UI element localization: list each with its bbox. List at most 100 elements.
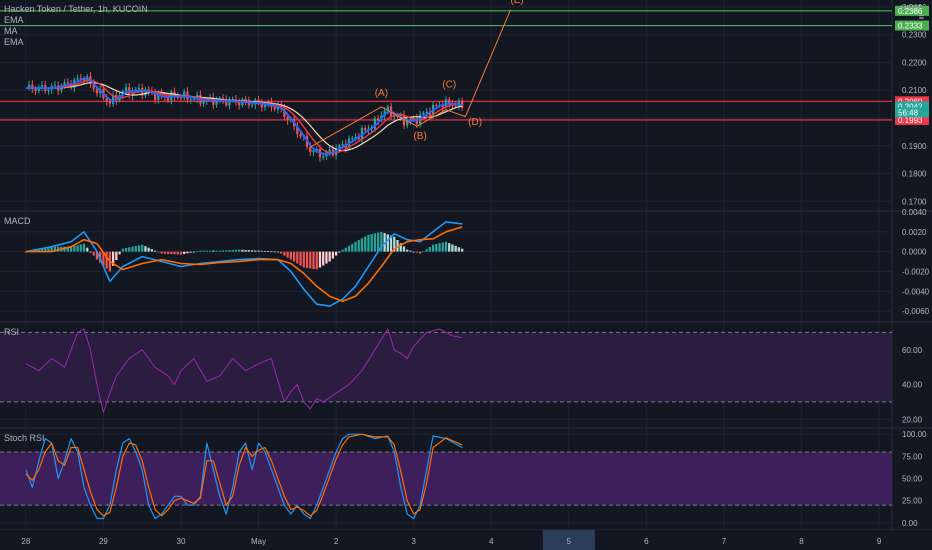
time-axis-label: 4 [489, 537, 494, 546]
candle-body [176, 96, 179, 98]
macd-histogram-bar [364, 236, 367, 252]
macd-histogram-bar [302, 251, 305, 268]
macd-histogram-bar [205, 250, 208, 252]
candle-body [399, 114, 402, 117]
macd-histogram-bar [328, 251, 331, 262]
macd-histogram-bar [315, 251, 318, 270]
candle-body [454, 105, 457, 107]
macd-histogram-bar [124, 248, 128, 252]
indicator-ma[interactable]: MA [4, 26, 18, 36]
candle-body [315, 148, 318, 151]
time-axis [0, 530, 932, 550]
price-axis-label: 0.1800 [902, 170, 927, 179]
macd-histogram-bar [231, 249, 234, 252]
macd-histogram-bar [238, 249, 241, 252]
candle-body [441, 104, 444, 108]
macd-histogram-bar [95, 251, 99, 260]
macd-histogram-bar [147, 247, 150, 252]
wave-label: (A) [375, 88, 388, 99]
macd-histogram-bar [221, 250, 225, 252]
candle-body [27, 84, 31, 89]
macd-histogram-bar [383, 233, 386, 252]
macd-histogram-bar [322, 251, 325, 266]
candle-body [141, 87, 144, 96]
macd-histogram-bar [373, 233, 377, 252]
candle-body [40, 85, 44, 87]
macd-histogram-bar [376, 232, 380, 252]
candle-body [457, 100, 461, 107]
stoch-k-line [25, 433, 463, 520]
time-axis-label: 28 [21, 537, 30, 546]
candle-body [215, 99, 218, 105]
candle-body [225, 99, 228, 106]
rsi-title[interactable]: RSI [4, 327, 20, 337]
stoch-rsi-title[interactable]: Stoch RSI [4, 433, 45, 443]
macd-histogram-bar [341, 249, 344, 252]
macd-histogram-bar [215, 250, 218, 252]
time-axis-label: 8 [799, 537, 804, 546]
rsi-line [25, 328, 463, 413]
candle-body [422, 113, 425, 115]
macd-histogram-bar [92, 251, 95, 256]
candle-body [338, 145, 341, 149]
macd-histogram-bar [276, 251, 280, 253]
macd-histogram-bar [76, 245, 79, 252]
macd-histogram-bar [360, 238, 364, 252]
candle-body [76, 78, 79, 80]
macd-histogram-bar [134, 246, 137, 252]
macd-title[interactable]: MACD [4, 216, 31, 226]
macd-histogram-bar [357, 239, 360, 252]
candle-body [263, 104, 267, 108]
macd-histogram-bar [292, 251, 296, 262]
macd-histogram-bar [189, 251, 192, 253]
candle-body [425, 111, 428, 114]
candle-body [144, 89, 147, 96]
macd-histogram-bar [196, 251, 199, 253]
macd-histogram-bar [393, 236, 396, 252]
macd-histogram-bar [257, 250, 260, 252]
price-tag-box [895, 114, 929, 125]
macd-histogram-bar [69, 246, 73, 252]
price-axis-label: 0.1700 [902, 197, 927, 206]
macd-histogram-bar [102, 251, 105, 266]
wave-label: (E) [510, 0, 523, 6]
indicator-ema-2[interactable]: EMA [4, 37, 24, 47]
candle-body [192, 98, 196, 100]
macd-histogram-bar [296, 251, 299, 264]
candle-body [393, 116, 396, 118]
candle-body [322, 156, 325, 158]
candle-body [286, 116, 289, 121]
macd-histogram-bar [396, 239, 399, 252]
candle-body [108, 101, 112, 104]
indicator-ema-1[interactable]: EMA [4, 15, 24, 25]
macd-histogram-bar [312, 251, 315, 269]
price-tag-box [895, 101, 929, 112]
candle-body [92, 83, 95, 89]
macd-histogram-bar [192, 251, 196, 253]
wave-label: (B) [413, 131, 426, 142]
candle-body [244, 99, 247, 102]
candle-body [309, 146, 312, 153]
macd-histogram-bar [389, 235, 393, 252]
time-axis-highlight [542, 530, 595, 550]
time-axis-label: May [251, 537, 266, 546]
macd-histogram-bar [47, 247, 50, 252]
macd-histogram-bar [457, 247, 461, 252]
macd-histogram-bar [89, 251, 92, 253]
candle-body [360, 128, 364, 139]
macd-histogram-bar [128, 247, 131, 252]
symbol-title[interactable]: Hacken Token / Tether, 1h, KUCOIN [4, 4, 148, 14]
macd-histogram-bar [183, 251, 186, 254]
time-axis-label: 3 [411, 537, 416, 546]
hamburger-icon[interactable]: ≡ [918, 12, 924, 22]
macd-histogram-bar [150, 249, 154, 252]
macd-histogram-bar [111, 251, 115, 266]
macd-histogram-bar [280, 251, 283, 254]
macd-histogram-bar [438, 243, 441, 252]
macd-histogram-bar [283, 251, 286, 256]
macd-histogram-bar [309, 251, 312, 269]
candle-body [312, 150, 315, 153]
candle-body [238, 102, 241, 106]
macd-histogram-bar [367, 234, 370, 252]
